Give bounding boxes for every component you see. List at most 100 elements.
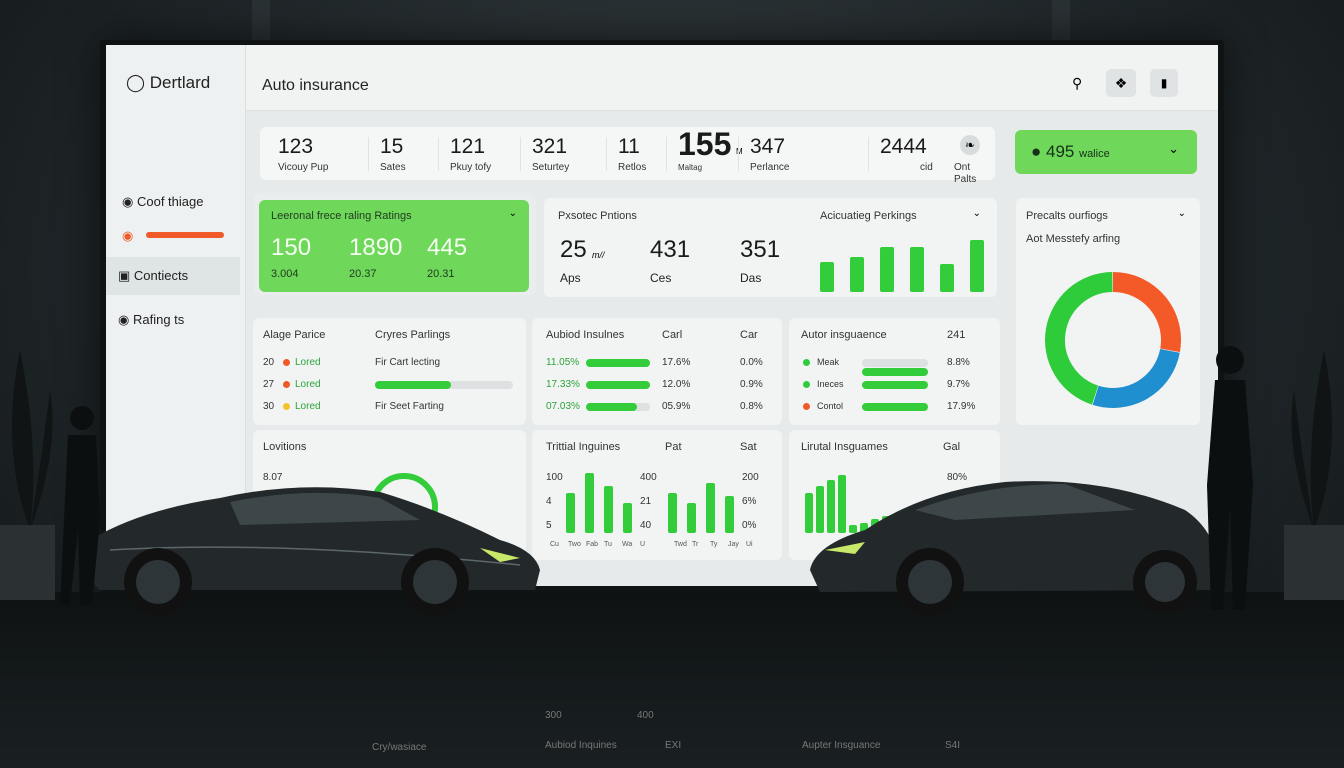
- x-tick-label: Tr: [692, 541, 699, 548]
- prices-card: Alage Parice Cryres Parlings 20 Lored Fir …: [253, 318, 526, 425]
- donut-slice: [1092, 348, 1180, 408]
- portion-unit: m//: [592, 250, 605, 260]
- column-header: Carl: [662, 329, 683, 341]
- sidebar-item-contiects[interactable]: ▣ Contiects: [106, 257, 240, 295]
- header: Auto insurance ⚲ ❖ ▮: [106, 45, 1218, 111]
- portion-sub: Aps: [560, 271, 581, 285]
- app-logo[interactable]: ◯ Dertlard: [126, 73, 210, 93]
- row-number: 27: [263, 379, 275, 390]
- percent-value: 07.03%: [546, 401, 580, 412]
- user-dropdown[interactable]: ● 495 walice ⌄: [1015, 130, 1197, 174]
- trittial-card: Trittial Inguines Pat Sat 100 4 5 400 21 40 20…: [532, 430, 782, 560]
- grid-icon[interactable]: ❖: [1106, 69, 1136, 97]
- bar-mark: [725, 496, 734, 533]
- percent-value: 0.0%: [740, 357, 763, 368]
- rating-sub: 3.004: [271, 268, 299, 280]
- row-label: Lored: [295, 401, 321, 412]
- divider: [368, 137, 369, 171]
- status-dot: [283, 381, 290, 388]
- stat-value: 123: [278, 135, 314, 158]
- reflection-text: EXI: [665, 740, 682, 751]
- sidebar-item-alert[interactable]: ◉: [122, 227, 232, 243]
- bar-mark: [604, 486, 613, 533]
- display-screen: Auto insurance ⚲ ❖ ▮ ◯ Dertlard ◉ Coof t…: [100, 40, 1224, 592]
- rating-sub: 20.37: [349, 268, 377, 280]
- sports-car-right: [810, 481, 1220, 616]
- status-dot: [803, 359, 810, 366]
- chart-title: Acicuatieg Perkings: [820, 210, 917, 222]
- reflection-text: 300: [545, 710, 562, 721]
- pillar: [252, 0, 270, 40]
- column-header: Gal: [943, 441, 961, 453]
- donut-slice: [1112, 272, 1181, 353]
- search-icon[interactable]: ⚲: [1072, 75, 1083, 91]
- auto-card: Autor insguaence 241 Meak 8.8% Ineces 9.7% C…: [789, 318, 1000, 425]
- reflection-text: 400: [637, 710, 654, 721]
- rating-value: 150: [271, 234, 312, 261]
- axis-tick: 5: [546, 520, 552, 531]
- percent-value: 0.8%: [740, 401, 763, 412]
- portion-sub: Das: [740, 271, 762, 285]
- alert-circle-icon: ◉: [122, 228, 134, 243]
- x-tick-label: Wa: [622, 541, 633, 548]
- card-title: Pxsotec Pntions: [558, 210, 637, 222]
- card-subtitle: Aot Messtefy arfing: [1026, 233, 1121, 245]
- x-tick-label: Fab: [586, 541, 599, 548]
- percent-value: 17.6%: [662, 357, 691, 368]
- portion-value: 351: [740, 236, 781, 263]
- chevron-down-icon[interactable]: ⌄: [1177, 208, 1186, 219]
- bar-mark: [970, 240, 984, 292]
- axis-tick: 200: [742, 472, 759, 483]
- bar-mark: [805, 493, 813, 533]
- sidebar-item-ratings[interactable]: ◉ Rafing ts: [118, 312, 184, 328]
- percent-value: 05.9%: [662, 401, 691, 412]
- progress-fill: [586, 359, 650, 367]
- donut-slice: [1045, 272, 1113, 405]
- row-number: 30: [263, 401, 275, 412]
- feather-icon[interactable]: ❧: [960, 135, 980, 155]
- rating-value: 1890: [349, 234, 403, 261]
- stat-value: 15: [380, 135, 404, 158]
- axis-tick: 0%: [742, 520, 757, 531]
- status-dot: [283, 359, 290, 366]
- reflection-text: Cry/wasiace: [372, 742, 427, 753]
- ratings-card: Leeronal frece raling Ratings ⌄ 150 3.004…: [259, 200, 529, 292]
- divider: [868, 137, 869, 171]
- chevron-down-icon[interactable]: ⌄: [508, 208, 517, 219]
- wallet-icon[interactable]: ▮: [1150, 69, 1178, 97]
- stat-value: 2444: [880, 135, 927, 158]
- row-label: Contol: [817, 401, 844, 411]
- bar-mark: [668, 493, 677, 533]
- card-title: Precalts ourfiogs: [1026, 210, 1108, 222]
- chevron-down-icon[interactable]: ⌄: [972, 208, 981, 219]
- axis-tick: 21: [640, 496, 652, 507]
- bar-mark: [940, 264, 954, 292]
- bar-mark: [850, 257, 864, 292]
- axis-tick: 400: [640, 472, 657, 483]
- x-tick-label: Two: [568, 541, 581, 548]
- dashboard: Auto insurance ⚲ ❖ ▮ ◯ Dertlard ◉ Coof t…: [106, 45, 1218, 586]
- user-icon: ●: [1031, 142, 1042, 161]
- x-tick-label: Twd: [674, 541, 687, 548]
- page-title: Auto insurance: [262, 77, 369, 94]
- card-title: Lirutal Insguames: [801, 441, 888, 453]
- bar-mark: [706, 483, 715, 533]
- portion-value: 431: [650, 236, 691, 263]
- axis-tick: 40: [640, 520, 652, 531]
- sports-car-left: [88, 487, 540, 616]
- column-header: Pat: [665, 441, 682, 453]
- donut-chart: [1045, 272, 1181, 408]
- column-header: 241: [947, 329, 966, 341]
- row-text: Fir Cart lecting: [375, 357, 441, 368]
- stat-unit: M: [736, 147, 743, 156]
- donut-card: Precalts ourfiogs ⌄ Aot Messtefy arfing: [1016, 198, 1200, 425]
- sidebar-item-coof[interactable]: ◉ Coof thiage: [122, 194, 203, 210]
- percent-value: 8.8%: [947, 357, 970, 368]
- bar-mark: [816, 486, 824, 533]
- progress-bar: [862, 381, 928, 389]
- row-label: Meak: [817, 357, 840, 367]
- axis-tick: 6%: [742, 496, 757, 507]
- divider: [438, 137, 439, 171]
- stat-label: cid: [920, 162, 933, 173]
- bar-mark: [860, 523, 868, 533]
